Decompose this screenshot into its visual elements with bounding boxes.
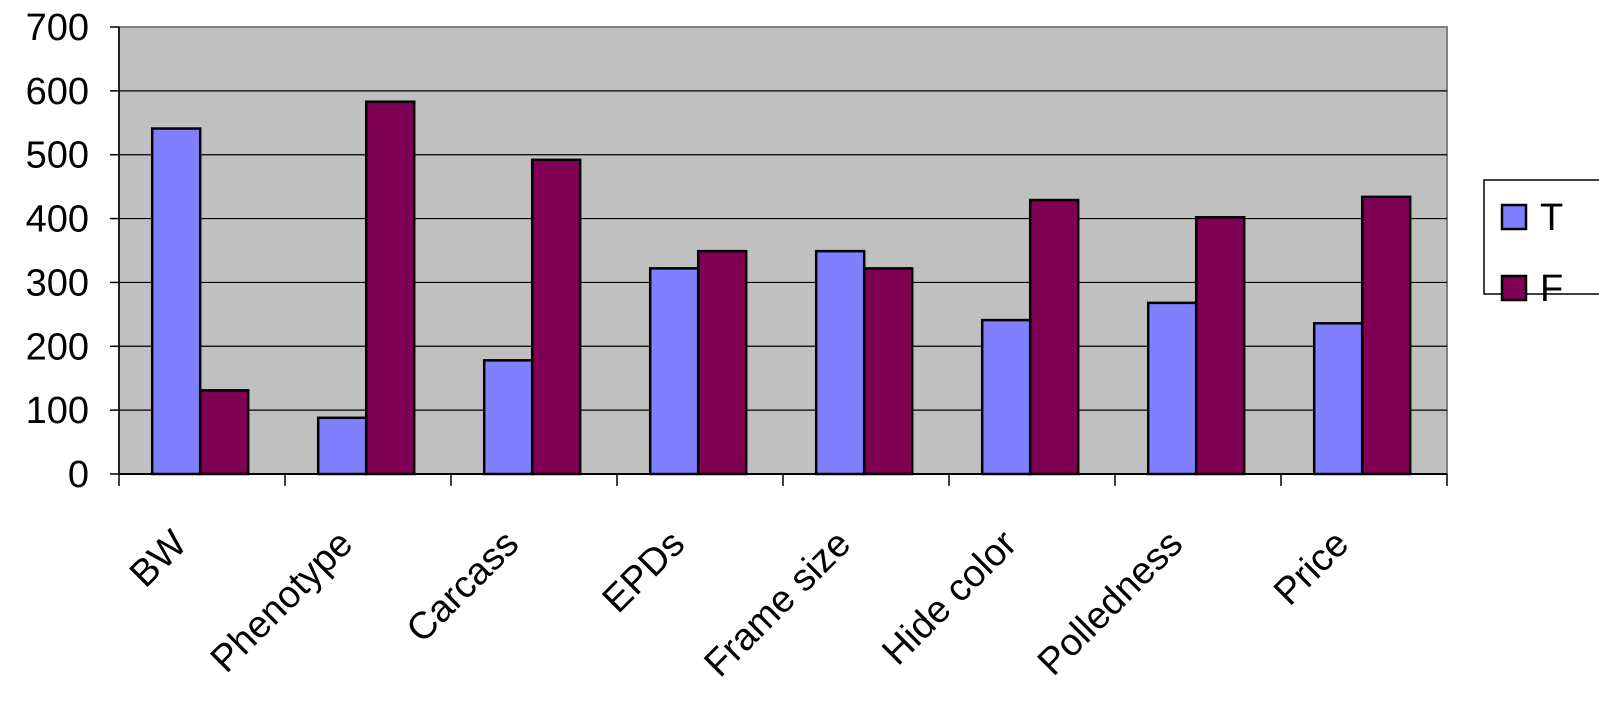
- x-tick-label: BW: [122, 523, 195, 596]
- x-tick-label: EPDs: [595, 523, 693, 621]
- bar-t-price: [1312, 322, 1364, 476]
- bar-f-carcass: [530, 158, 582, 476]
- plot-area: [118, 26, 1448, 475]
- bar-t-carcass: [482, 359, 534, 476]
- bar-f-frame-size: [862, 267, 914, 476]
- axes: [110, 26, 1448, 486]
- bar-t-epds: [648, 267, 700, 476]
- y-tick-label: 200: [26, 326, 89, 368]
- legend-label-t: T: [1540, 197, 1563, 239]
- legend-swatch-f: [1500, 274, 1528, 302]
- x-tick-label: Hide color: [874, 522, 1025, 673]
- bar-f-epds: [696, 249, 748, 476]
- bar-t-polledness: [1146, 301, 1198, 476]
- bar-t-hide-color: [980, 318, 1032, 476]
- y-tick-label: 500: [26, 135, 89, 177]
- bar-t-bw: [150, 127, 202, 476]
- x-tick-label: Price: [1266, 523, 1357, 614]
- x-tick-label: Frame size: [697, 523, 860, 686]
- y-tick-labels: 0 100 200 300 400 500 600 700: [26, 7, 89, 496]
- bar-f-hide-color: [1028, 198, 1080, 476]
- x-tick-labels: BW Phenotype Carcass EPDs Frame size Hide col…: [122, 522, 1357, 685]
- x-tick-label: Polledness: [1030, 523, 1191, 684]
- y-tick-label: 600: [26, 71, 89, 113]
- bar-t-frame-size: [814, 249, 866, 476]
- legend-swatch-t: [1500, 203, 1528, 231]
- y-tick-label: 700: [26, 7, 89, 49]
- legend-label-f: F: [1540, 268, 1563, 310]
- bar-f-phenotype: [364, 100, 416, 476]
- bars: [150, 100, 1412, 476]
- x-tick-label: Phenotype: [203, 523, 361, 681]
- x-tick-label: Carcass: [399, 523, 527, 651]
- bar-f-price: [1360, 195, 1412, 476]
- bar-t-phenotype: [316, 416, 368, 476]
- y-tick-label: 0: [68, 454, 89, 496]
- y-tick-label: 100: [26, 390, 89, 432]
- bar-f-polledness: [1194, 216, 1246, 476]
- y-tick-label: 400: [26, 199, 89, 241]
- legend: T F: [1483, 179, 1599, 310]
- bar-f-bw: [198, 389, 250, 476]
- y-tick-label: 300: [26, 262, 89, 304]
